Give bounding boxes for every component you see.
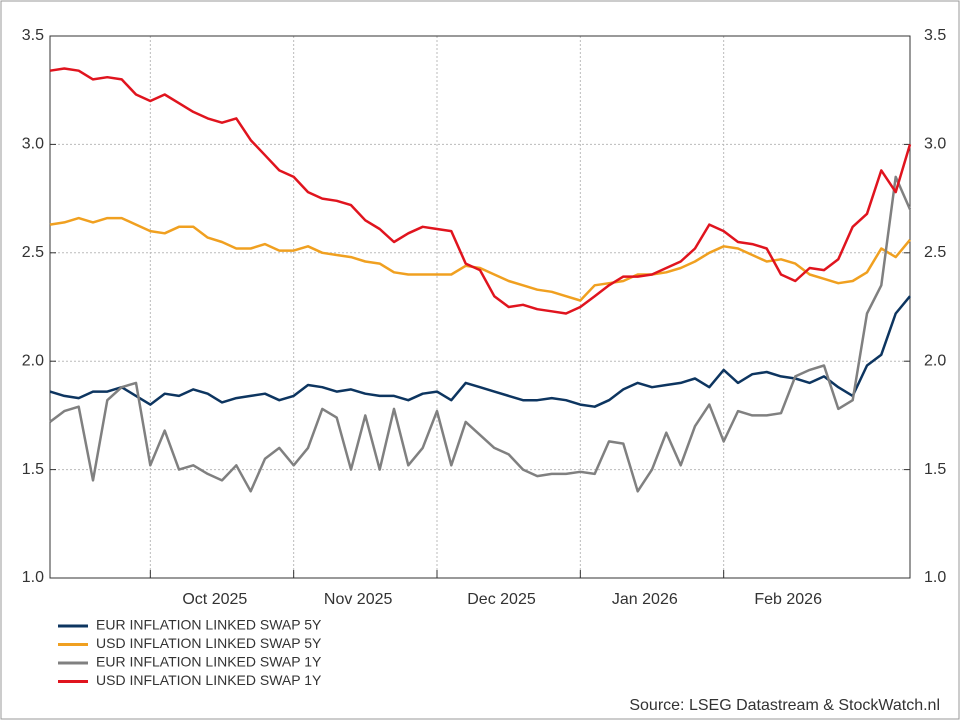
- y-tick-label: 1.5: [22, 461, 44, 478]
- legend: EUR INFLATION LINKED SWAP 5Y USD INFLATIO…: [58, 617, 322, 688]
- y-tick-label: 2.5: [22, 244, 44, 261]
- y-tick-label: 2.0: [22, 352, 44, 369]
- y-tick-label: 1.0: [22, 569, 44, 586]
- x-tick-label: Nov 2025: [324, 591, 393, 608]
- y-tick-label: 3.0: [22, 136, 44, 153]
- legend-label: EUR INFLATION LINKED SWAP 1Y: [96, 654, 322, 670]
- series-line: [49, 216, 911, 302]
- y-tick-label: 3.5: [22, 27, 44, 44]
- y2-tick-label: 3.0: [924, 136, 946, 153]
- x-tick-label: Dec 2025: [467, 591, 536, 608]
- y2-tick-label: 1.5: [924, 461, 946, 478]
- x-tick-label: Jan 2026: [612, 591, 678, 608]
- x-tick-label: Feb 2026: [754, 591, 822, 608]
- y2-tick-label: 1.0: [924, 569, 946, 586]
- series-line: [49, 295, 911, 408]
- legend-label: USD INFLATION LINKED SWAP 5Y: [96, 635, 322, 651]
- legend-label: USD INFLATION LINKED SWAP 1Y: [96, 672, 322, 688]
- series-line: [49, 175, 912, 493]
- series-line: [49, 67, 912, 315]
- plot-frame: [49, 35, 911, 579]
- legend-label: EUR INFLATION LINKED SWAP 5Y: [96, 617, 322, 633]
- source-note: Source: LSEG Datastream & StockWatch.nl: [629, 697, 940, 714]
- y2-tick-label: 3.5: [924, 27, 946, 44]
- x-tick-label: Oct 2025: [182, 591, 247, 608]
- y2-tick-label: 2.5: [924, 244, 946, 261]
- y2-tick-label: 2.0: [924, 352, 946, 369]
